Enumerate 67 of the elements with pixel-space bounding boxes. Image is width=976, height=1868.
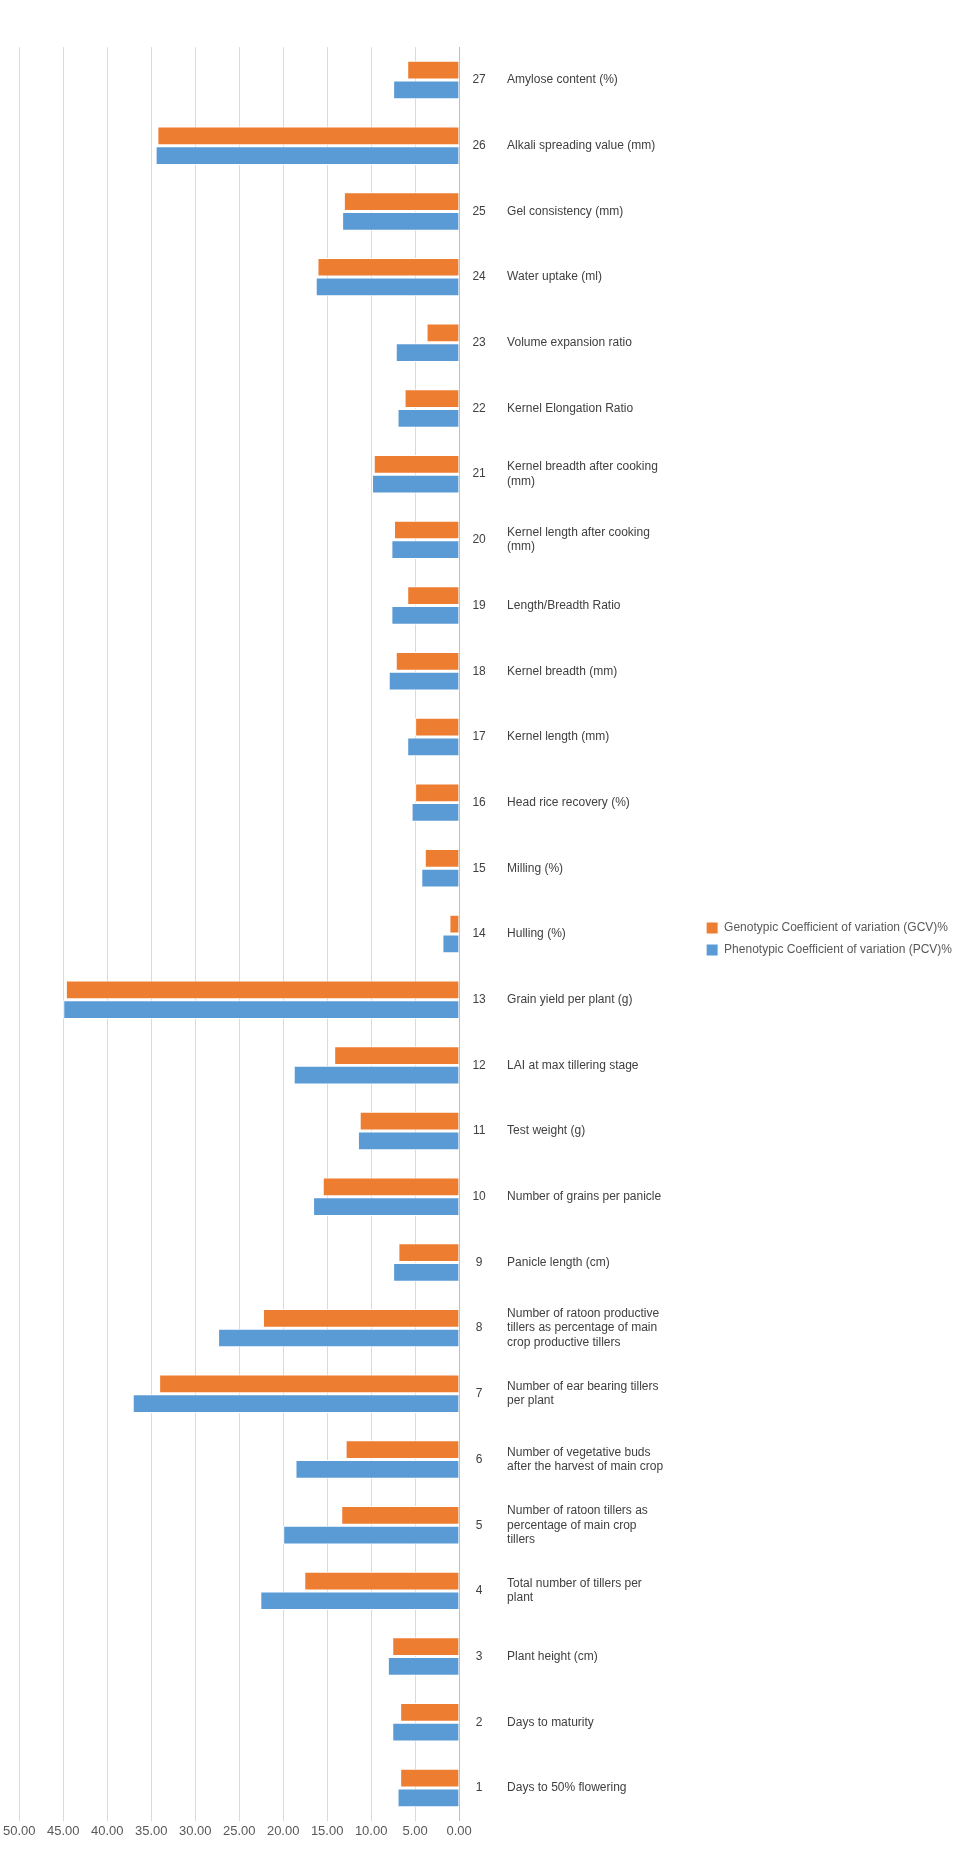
y-tick-label: Head rice recovery (%) bbox=[507, 794, 630, 809]
y-tick-label: Gel consistency (mm) bbox=[507, 203, 624, 218]
text: 11 bbox=[472, 1123, 486, 1138]
text: 12 bbox=[472, 1057, 487, 1072]
y-tick-label: Alkali spreading value (mm) bbox=[507, 138, 656, 153]
text: 6 bbox=[475, 1451, 483, 1466]
text: 26 bbox=[472, 138, 487, 153]
y-tick-label: Panicle length (cm) bbox=[507, 1254, 610, 1269]
x-tick-label: 15.00 bbox=[310, 1823, 344, 1839]
x-tick-label: 45.00 bbox=[46, 1823, 80, 1839]
text: 27 bbox=[472, 72, 487, 87]
y-tick-label: Water uptake (ml) bbox=[507, 269, 603, 284]
y-tick-label: Milling (%) bbox=[507, 860, 564, 875]
x-tick-label: 0.00 bbox=[446, 1823, 472, 1839]
text: 8 bbox=[475, 1320, 483, 1335]
text: 24 bbox=[472, 269, 487, 284]
legend-label: Phenotypic Coefficient of variation (PCV)% bbox=[724, 942, 953, 957]
y-tick-label: Volume expansion ratio bbox=[507, 335, 633, 350]
y-tick-label: Test weight (g) bbox=[507, 1123, 586, 1138]
text: 13 bbox=[472, 992, 487, 1006]
text: 18 bbox=[472, 663, 487, 678]
y-tick-label: Number of vegetative buds after the harvest of main crop bbox=[507, 1444, 664, 1474]
text: 20 bbox=[472, 532, 487, 547]
legend-label: Genotypic Coefficient of variation (GCV)% bbox=[724, 920, 949, 935]
y-tick-label: Amylose content (%) bbox=[507, 72, 618, 87]
text: 25 bbox=[472, 203, 487, 218]
text: 1 bbox=[475, 1780, 483, 1795]
y-tick-label: Total number of tillers per plant bbox=[507, 1576, 642, 1605]
x-tick-label: 10.00 bbox=[354, 1823, 388, 1839]
y-tick-label: Number of ratoon productive tillers as percentage of main crop productive tillers bbox=[507, 1306, 660, 1349]
x-tick-label: 5.00 bbox=[402, 1823, 428, 1839]
text: 17 bbox=[472, 729, 487, 744]
text: 21 bbox=[472, 466, 487, 481]
y-tick-label: Kernel breadth after cooking (mm) bbox=[507, 459, 658, 488]
y-tick-label: Kernel Elongation Ratio bbox=[507, 400, 634, 415]
y-tick-label: Hulling (%) bbox=[507, 926, 566, 941]
y-tick-label: Days to 50% flowering bbox=[507, 1780, 627, 1795]
y-tick-label: Grain yield per plant (g) bbox=[507, 992, 633, 1006]
text: 7 bbox=[475, 1386, 483, 1401]
y-tick-label: Plant height (cm) bbox=[507, 1648, 598, 1663]
x-tick-label: 30.00 bbox=[178, 1823, 212, 1839]
x-tick-label: 50.00 bbox=[2, 1823, 36, 1839]
text: 16 bbox=[472, 794, 487, 809]
y-tick-label: Kernel length (mm) bbox=[507, 729, 610, 744]
y-tick-label: Kernel breadth (mm) bbox=[507, 663, 618, 678]
text: 2 bbox=[475, 1714, 483, 1729]
y-tick-label: Length/Breadth Ratio bbox=[507, 597, 621, 612]
y-tick-label: Kernel length after cooking (mm) bbox=[507, 524, 650, 554]
text: 10 bbox=[472, 1189, 487, 1204]
x-tick-label: 25.00 bbox=[222, 1823, 256, 1839]
text: 22 bbox=[472, 400, 487, 415]
x-tick-label: 20.00 bbox=[266, 1823, 300, 1839]
text: 5 bbox=[475, 1517, 483, 1532]
text: 23 bbox=[472, 335, 487, 350]
text: 15 bbox=[472, 860, 487, 875]
text: 4 bbox=[475, 1583, 483, 1598]
text: 19 bbox=[472, 597, 487, 612]
text: 9 bbox=[475, 1254, 483, 1269]
y-tick-label: Number of ear bearing tillers per plant bbox=[507, 1378, 659, 1408]
text: 14 bbox=[472, 926, 487, 941]
x-tick-label: 40.00 bbox=[90, 1823, 124, 1839]
y-tick-label: LAI at max tillering stage bbox=[507, 1057, 639, 1072]
text: 3 bbox=[475, 1648, 483, 1663]
y-tick-label: Number of grains per panicle bbox=[507, 1189, 662, 1204]
y-tick-label: Days to maturity bbox=[507, 1714, 594, 1729]
x-tick-label: 35.00 bbox=[134, 1823, 168, 1839]
y-tick-label: Number of ratoon tillers as percentage of main crop tillers bbox=[507, 1503, 648, 1546]
